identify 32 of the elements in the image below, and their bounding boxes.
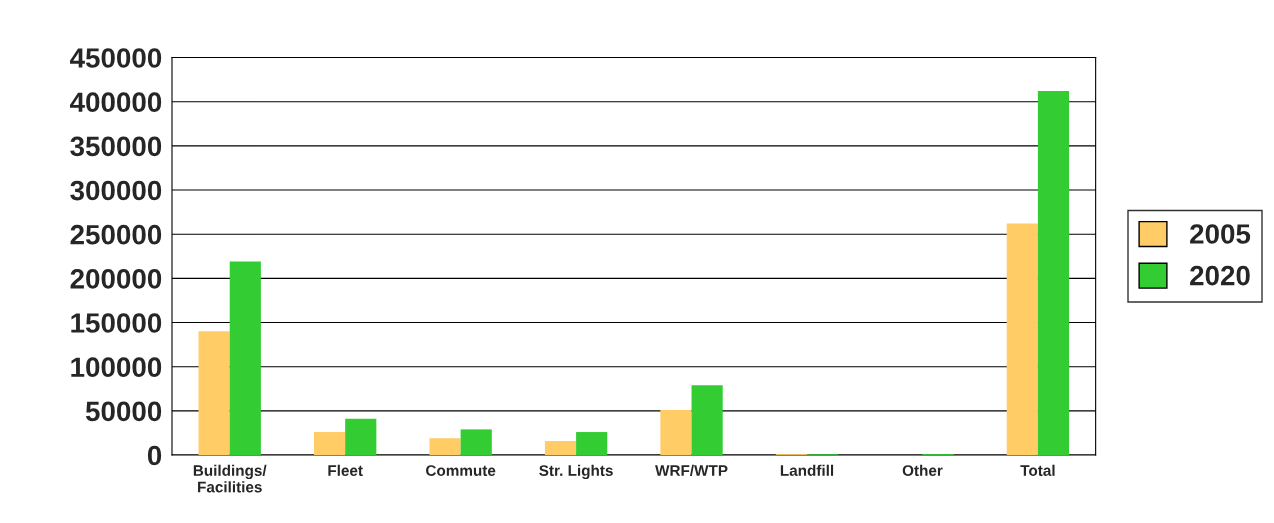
bar	[1006, 223, 1038, 456]
x-tick-label: Other	[902, 464, 943, 476]
bar	[314, 432, 346, 456]
y-tick-label: 50000	[85, 401, 162, 422]
x-tick-label: WRF/WTP	[655, 464, 728, 477]
x-tick-label: Landfill	[780, 464, 834, 476]
y-tick-label: 450000	[70, 48, 162, 68]
bar	[229, 261, 261, 456]
x-tick-label: Buildings/ Facilities	[193, 464, 267, 493]
x-tick-label: Total	[1020, 464, 1055, 476]
y-tick-label: 350000	[70, 136, 162, 157]
legend-label: 2005	[1190, 224, 1251, 244]
x-tick-label: Commute	[426, 465, 496, 476]
bar	[198, 331, 230, 456]
y-tick-label: 300000	[70, 180, 162, 201]
legend-label: 2020	[1190, 265, 1250, 286]
bar	[1037, 91, 1070, 456]
bar	[544, 440, 577, 456]
y-tick-label: 150000	[71, 313, 162, 333]
bar	[345, 418, 377, 456]
bar	[429, 438, 461, 456]
y-tick-label: 400000	[70, 92, 162, 113]
bar	[691, 385, 723, 456]
x-tick-label: Str. Lights	[539, 464, 613, 480]
bar	[460, 429, 492, 456]
y-tick-label: 250000	[70, 224, 162, 245]
y-tick-label: 100000	[71, 357, 162, 378]
y-tick-label: 200000	[70, 269, 162, 289]
y-tick-label: 0	[147, 445, 162, 466]
x-tick-label: Fleet	[328, 464, 363, 476]
bar	[660, 409, 692, 456]
bar	[576, 432, 608, 456]
